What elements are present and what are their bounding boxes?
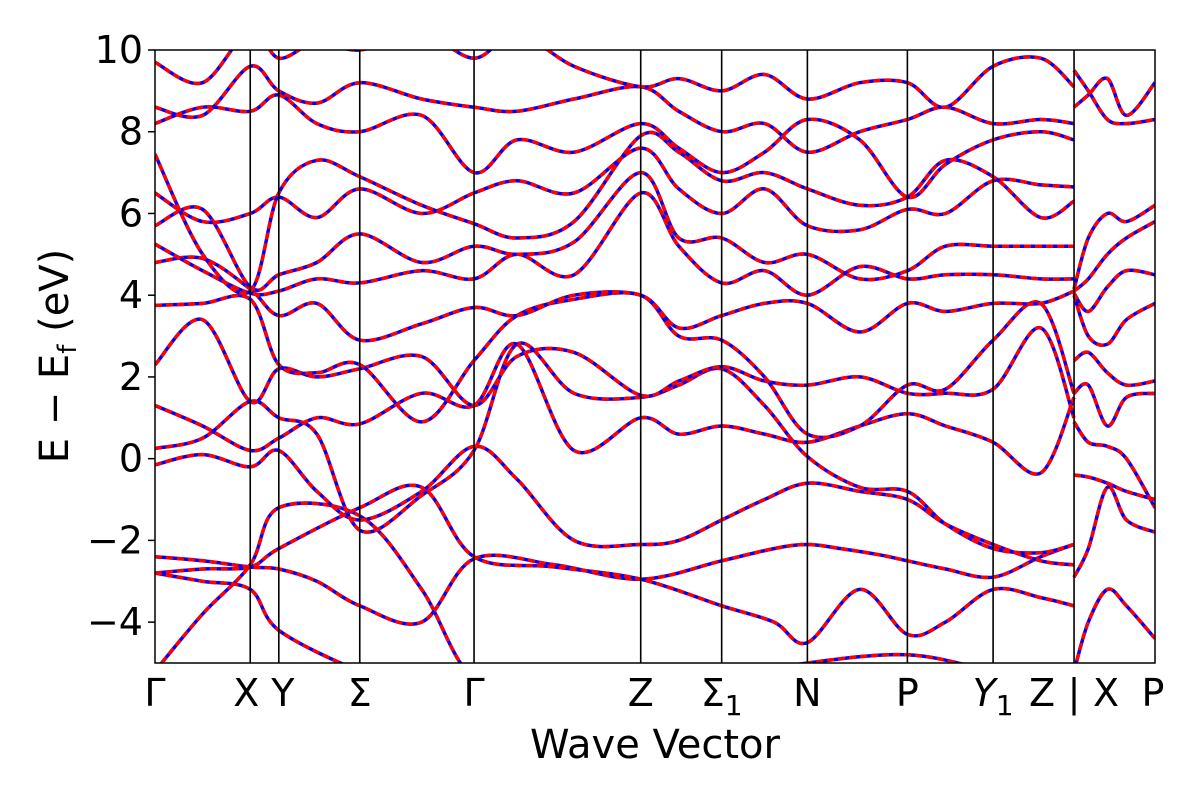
y-tick-label: 2 <box>119 355 143 399</box>
y-axis-label-main: E − E <box>32 354 78 464</box>
band-line-primary <box>1072 350 1155 388</box>
band-line-primary <box>155 444 1075 567</box>
path-break-bar: | <box>1068 671 1081 716</box>
band-line-primary <box>1072 69 1155 126</box>
band-line-primary <box>155 341 1075 555</box>
y-axis-label-sub: f <box>53 344 83 354</box>
band-line-primary <box>1072 203 1155 290</box>
band-line-secondary <box>155 130 1075 296</box>
x-tick-label: N <box>793 671 821 715</box>
band-line-primary <box>155 483 1075 646</box>
band-line-primary <box>155 146 1075 234</box>
x-tick-label: P <box>1142 671 1165 715</box>
band-lines <box>155 50 1155 663</box>
band-line-primary <box>1072 268 1155 314</box>
band-line-primary <box>1072 382 1155 428</box>
x-tick-label: Σ1 <box>701 671 743 722</box>
x-tick-label: P <box>896 671 919 715</box>
y-axis-label: E − Ef (eV) <box>32 249 83 464</box>
y-axis-label-unit: (eV) <box>32 249 78 332</box>
y-tick-label: 4 <box>119 273 143 317</box>
y-tick-label: 6 <box>119 191 143 235</box>
band-line-primary <box>155 342 1076 476</box>
x-tick-label: Γ <box>144 671 165 715</box>
x-tick-label: X <box>233 671 259 715</box>
x-tick-label: Z <box>1029 671 1055 715</box>
x-axis-label: Wave Vector <box>530 722 781 768</box>
band-line-primary <box>155 542 1075 626</box>
band-line-primary <box>159 501 463 663</box>
y-tick-label: −4 <box>87 600 143 644</box>
band-line-primary <box>1072 420 1155 509</box>
x-tick-label: Σ <box>348 671 372 715</box>
x-tick-label: Z <box>628 671 654 715</box>
band-line-primary <box>1072 485 1155 579</box>
band-line-primary <box>1074 587 1155 663</box>
band-line-primary <box>155 170 1074 293</box>
x-tick-label: Γ <box>463 671 484 715</box>
band-line-primary <box>155 50 1076 109</box>
band-line-primary <box>1072 76 1155 118</box>
y-tick-label: 0 <box>119 437 143 481</box>
band-line-primary <box>1072 220 1155 293</box>
y-axis-label-group: E − Ef (eV) <box>32 249 83 464</box>
band-line-primary <box>1073 473 1155 502</box>
x-axis-ticks: Γ X Y Σ Γ Z Σ1 N P Y1 Z | X P <box>144 671 1164 722</box>
high-symmetry-lines <box>249 50 1075 663</box>
plot-frame <box>154 49 1156 664</box>
x-tick-label: X <box>1093 671 1119 715</box>
y-axis-ticks: 10 8 6 4 2 0 −2 −4 <box>87 28 155 644</box>
x-tick-label: Y <box>270 671 295 715</box>
y-tick-label: 10 <box>95 28 143 72</box>
band-line-secondary <box>1072 294 1155 347</box>
band-line-primary <box>155 93 1075 200</box>
y-tick-label: −2 <box>87 518 143 562</box>
y-tick-label: 8 <box>119 110 143 154</box>
x-tick-label: Y1 <box>973 671 1014 722</box>
